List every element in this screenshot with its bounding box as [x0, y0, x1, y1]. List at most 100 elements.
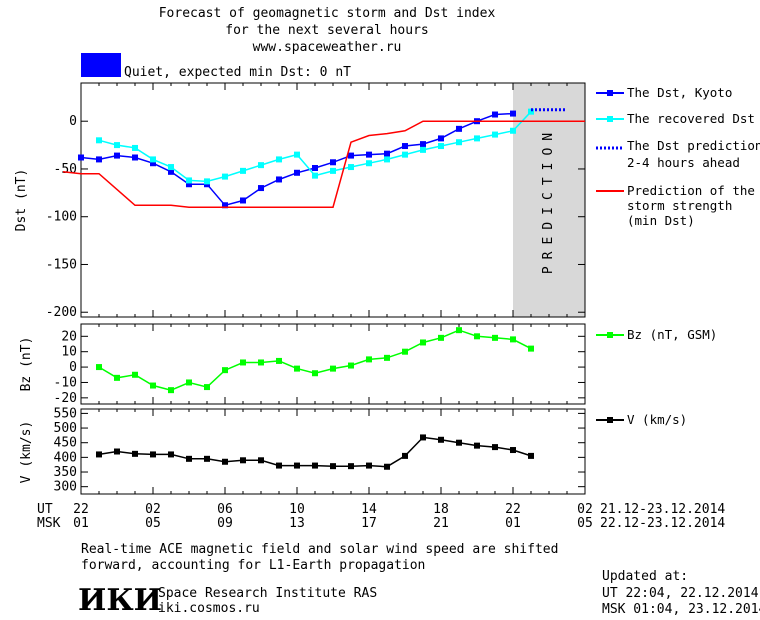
msk-date-range: 22.12-23.12.2014 [600, 516, 725, 531]
data-point [348, 362, 354, 369]
data-point [78, 154, 84, 161]
data-point [510, 336, 516, 343]
data-point [240, 457, 246, 464]
data-point [186, 181, 192, 188]
data-point [366, 462, 372, 469]
data-point [348, 164, 354, 171]
ut-tick-label: 10 [289, 502, 305, 517]
data-point [96, 364, 102, 371]
data-point [168, 168, 174, 175]
ut-date-range: 21.12-23.12.2014 [600, 502, 725, 517]
status-text: Quiet, expected min Dst: 0 nT [124, 65, 351, 80]
data-point [168, 451, 174, 458]
data-point [222, 173, 228, 180]
data-point [204, 178, 210, 185]
y-tick-label: 450 [54, 436, 77, 451]
dst-axis-label: Dst (nT) [14, 169, 29, 232]
data-point [186, 379, 192, 386]
data-point [456, 125, 462, 132]
data-point [186, 177, 192, 184]
data-point [348, 152, 354, 159]
data-point [510, 127, 516, 134]
data-point [222, 202, 228, 209]
data-point [492, 111, 498, 118]
data-point [384, 150, 390, 157]
data-point [366, 160, 372, 167]
y-tick-label: -200 [46, 305, 77, 320]
data-point [114, 448, 120, 455]
msk-tick-label: 01 [505, 516, 521, 531]
data-point [528, 108, 534, 115]
legend-v: V (km/s) [627, 412, 687, 427]
data-point [294, 365, 300, 372]
data-point [438, 436, 444, 443]
data-point [420, 339, 426, 346]
legend-bz-marker [607, 332, 613, 338]
series-line [98, 329, 532, 391]
data-point [294, 462, 300, 469]
data-point [276, 462, 282, 469]
ace-note-line2: forward, accounting for L1-Earth propaga… [81, 558, 425, 573]
data-point [438, 334, 444, 341]
msk-tick-label: 05 [577, 516, 593, 531]
data-point [420, 141, 426, 148]
legend-v-marker [607, 417, 613, 423]
data-point [150, 382, 156, 389]
prediction-label: PREDICTION [541, 126, 556, 274]
data-point [492, 131, 498, 138]
data-point [204, 455, 210, 462]
data-point [456, 327, 462, 334]
legend-dst-kyoto-marker [607, 90, 613, 96]
data-point [402, 452, 408, 459]
series-line [98, 436, 532, 468]
data-point [528, 345, 534, 352]
data-point [402, 151, 408, 158]
data-point [168, 387, 174, 394]
data-point [474, 333, 480, 340]
msk-tick-label: 13 [289, 516, 305, 531]
data-point [96, 451, 102, 458]
data-point [222, 367, 228, 374]
ut-tick-label: 14 [361, 502, 377, 517]
ut-tick-label: 06 [217, 502, 233, 517]
data-point [96, 156, 102, 163]
data-point [114, 374, 120, 381]
data-point [330, 365, 336, 372]
data-point [150, 156, 156, 163]
legend-recovered-dst-marker [607, 116, 613, 122]
legend-storm-strength-line3: (min Dst) [627, 213, 695, 228]
data-point [438, 143, 444, 150]
axis-ticks: 0-50-100-150-20020100-10-205505004504003… [46, 83, 586, 495]
legend: The Dst, Kyoto The recovered Dst The Dst… [596, 85, 760, 427]
legend-bz: Bz (nT, GSM) [627, 327, 717, 342]
institute-site-link[interactable]: iki.cosmos.ru [158, 601, 260, 616]
ut-tick-label: 22 [73, 502, 89, 517]
bz-panel-frame [80, 323, 586, 405]
data-point [492, 334, 498, 341]
website-link[interactable]: www.spaceweather.ru [253, 40, 402, 55]
data-point [420, 434, 426, 441]
data-point [510, 447, 516, 454]
legend-storm-strength: Prediction of the [627, 183, 755, 198]
ut-label: UT [37, 502, 53, 517]
dst-panel-frame [80, 82, 586, 318]
iki-logo: ИКИ [78, 583, 162, 618]
data-point [132, 154, 138, 161]
data-point [312, 462, 318, 469]
data-point [402, 143, 408, 150]
y-tick-label: -10 [54, 375, 77, 390]
data-point [294, 169, 300, 176]
data-point [132, 371, 138, 378]
y-tick-label: -100 [46, 210, 77, 225]
chart-title-line2: for the next several hours [225, 23, 429, 38]
data-point [276, 176, 282, 183]
v-axis-label: V (km/s) [19, 421, 34, 484]
series-line [80, 112, 514, 207]
data-point [492, 444, 498, 451]
bz-axis-label: Bz (nT) [19, 337, 34, 392]
y-tick-label: 550 [54, 406, 77, 421]
data-point [528, 452, 534, 459]
updated-ut: UT 22:04, 22.12.2014 [602, 586, 759, 601]
legend-dst-prediction: The Dst prediction [627, 138, 760, 153]
data-point [330, 463, 336, 470]
